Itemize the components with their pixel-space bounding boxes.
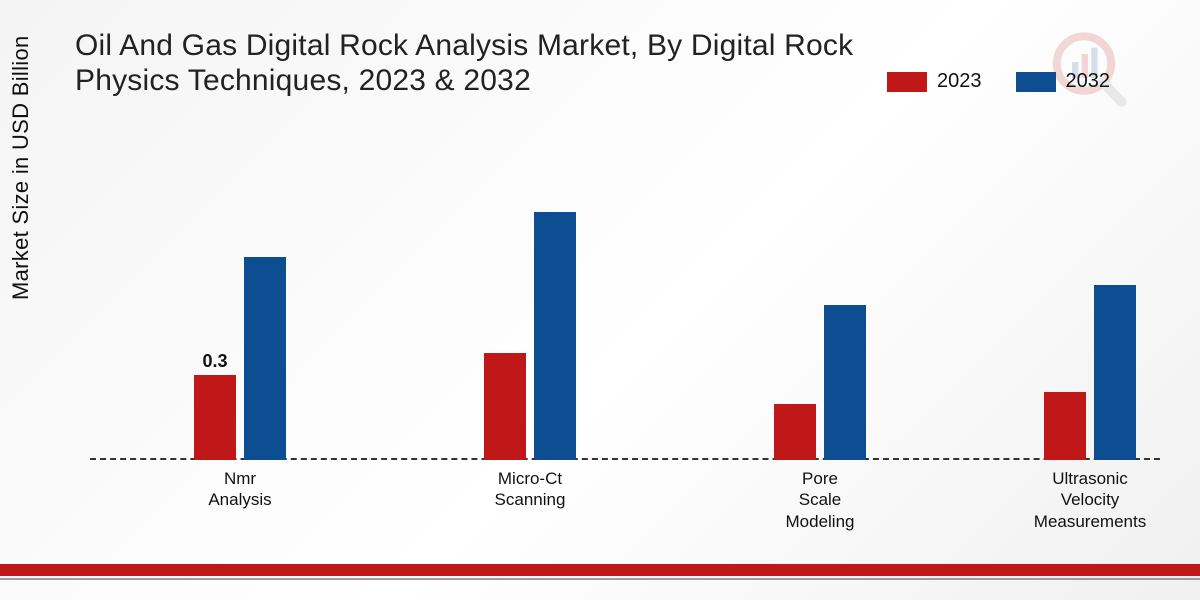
legend-swatch-2023	[887, 72, 927, 92]
x-axis-labels: Nmr Analysis Micro-Ct Scanning Pore Scale …	[90, 468, 1160, 548]
bar-group	[484, 212, 576, 460]
x-tick-label: Pore Scale Modeling	[786, 468, 855, 532]
y-axis-label: Market Size in USD Billion	[8, 35, 34, 300]
bar	[244, 257, 286, 460]
bar	[774, 404, 816, 460]
legend-swatch-2032	[1016, 72, 1056, 92]
bar	[484, 353, 526, 460]
x-tick-label: Ultrasonic Velocity Measurements	[1034, 468, 1146, 532]
footer-line	[0, 578, 1200, 580]
bar	[534, 212, 576, 460]
legend: 2023 2032	[887, 70, 1110, 93]
chart-container: Oil And Gas Digital Rock Analysis Market…	[0, 0, 1200, 600]
bar	[1094, 285, 1136, 460]
data-label: 0.3	[202, 351, 227, 372]
bar	[824, 305, 866, 460]
x-tick-label: Micro-Ct Scanning	[495, 468, 566, 511]
legend-item-2023: 2023	[887, 70, 982, 93]
bar-group	[774, 305, 866, 460]
chart-title: Oil And Gas Digital Rock Analysis Market…	[75, 28, 855, 99]
bar: 0.3	[194, 375, 236, 460]
bar-group	[1044, 285, 1136, 460]
legend-item-2032: 2032	[1016, 70, 1111, 93]
legend-label-2032: 2032	[1066, 70, 1111, 93]
bar	[1044, 392, 1086, 460]
footer-bar	[0, 564, 1200, 576]
bar-group: 0.3	[194, 257, 286, 460]
x-tick-label: Nmr Analysis	[208, 468, 271, 511]
plot-area: 0.3	[90, 150, 1160, 460]
legend-label-2023: 2023	[937, 70, 982, 93]
